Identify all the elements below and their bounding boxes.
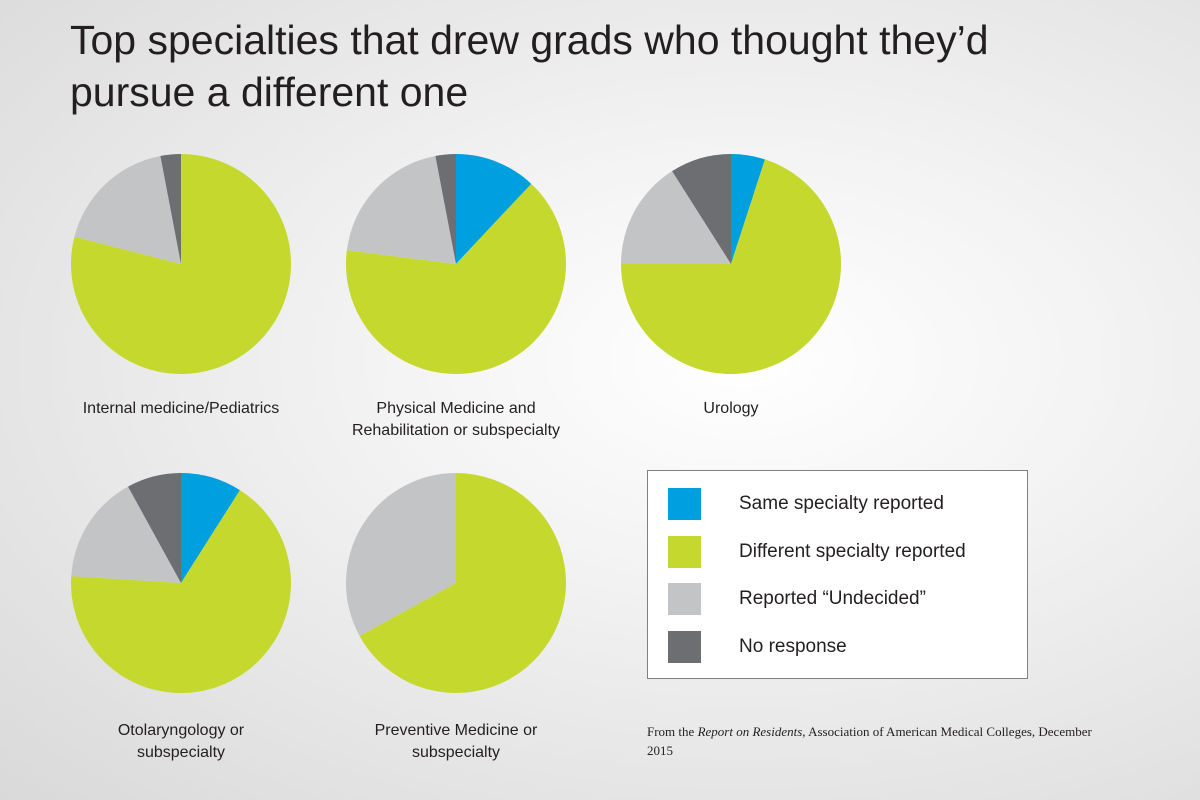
source-text: , Association of American Medical Colleg…	[647, 724, 1092, 758]
pie-slice	[128, 473, 181, 583]
legend-label: No response	[739, 635, 847, 657]
legend-item: Same specialty reported	[668, 488, 944, 520]
legend-label: Different specialty reported	[739, 540, 966, 562]
legend-swatch	[668, 583, 701, 615]
pie-slice	[621, 159, 841, 374]
pie-label: Otolaryngology or subspecialty	[117, 722, 245, 761]
pie-slice	[456, 154, 532, 264]
pie-slice	[731, 154, 765, 264]
pie-label: Urology	[703, 400, 759, 417]
source-text: Report on Residents	[697, 724, 803, 739]
pie-slice	[181, 473, 240, 583]
source-note: From the Report on Residents, Associatio…	[647, 722, 1097, 760]
pie-slice	[359, 473, 566, 693]
pie-slice	[160, 154, 181, 264]
pie-label: Preventive Medicine or subspecialty	[374, 722, 538, 761]
legend-label: Reported “Undecided”	[739, 588, 926, 609]
pie-slice	[621, 171, 731, 264]
legend-item: Different specialty reported	[668, 535, 966, 568]
pie-slice	[74, 155, 181, 264]
pie-slice	[346, 473, 456, 636]
legend: Same specialty reported Different special…	[647, 470, 1028, 679]
pie-slice	[346, 155, 456, 264]
pie-slice	[672, 154, 731, 264]
source-text: From the	[647, 724, 698, 739]
title: Top specialties that drew grads who thou…	[70, 17, 989, 115]
pie-slice	[71, 486, 181, 583]
pie-label: Physical Medicine and Rehabilitation or …	[351, 400, 561, 439]
legend-swatch	[668, 488, 701, 520]
pie-slice	[435, 154, 456, 264]
pie-slice	[345, 183, 566, 374]
pie-slice	[71, 490, 291, 693]
legend-swatch	[668, 535, 701, 568]
legend-label: Same specialty reported	[739, 493, 944, 514]
legend-item: No response	[668, 630, 847, 663]
pie-label: Internal medicine/Pediatrics	[82, 400, 280, 417]
legend-swatch	[668, 630, 701, 663]
legend-item: Reported “Undecided”	[668, 583, 926, 615]
